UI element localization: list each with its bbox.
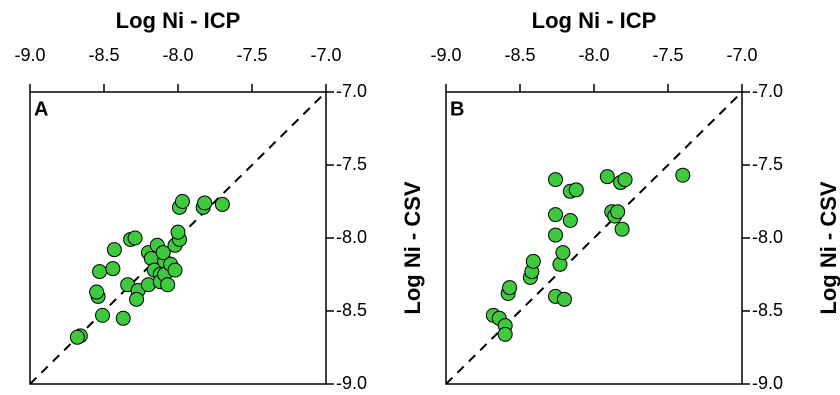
y-tick-label: -8.5 [336,300,367,320]
identity-line [445,91,743,385]
y-tick-label: -8.0 [752,227,783,247]
point [106,242,122,258]
point [548,172,564,188]
point [197,195,213,211]
point [127,230,143,246]
point [214,196,230,212]
x-tick-label: -8.5 [88,45,119,65]
point [95,307,111,323]
panel: -9.0 -8.5 -8.0 -7.5 -7.0 -7.0 -7.5 -8.0 -8.5 -9.0… [430,8,840,393]
point [548,227,564,243]
x-tick-label: -8.5 [504,45,535,65]
point [105,261,121,277]
point [160,277,176,293]
y-tick-label: -7.5 [752,154,783,174]
point [155,245,171,261]
point [129,291,145,307]
point [617,172,633,188]
x-tick-label: -7.0 [310,45,341,65]
panel: -9.0 -8.5 -8.0 -7.5 -7.0 -7.0 -7.5 -8.0 -8.5 -9.0… [14,8,424,393]
point [115,310,131,326]
x-tick-label: -7.5 [652,45,683,65]
point [170,224,186,240]
point [675,167,691,183]
point [614,221,630,237]
y-tick-label: -9.0 [752,373,783,393]
y-tick-label: -8.5 [752,300,783,320]
y-axis-title: Log Ni - CSV [816,181,840,315]
point [89,284,105,300]
panel-label: A [34,98,48,120]
point [92,264,108,280]
y-axis-title: Log Ni - CSV [400,181,425,315]
y-tick-label: -7.0 [752,81,783,101]
point [548,207,564,223]
point [69,329,85,345]
point [599,169,615,185]
y-tick-label: -7.0 [336,81,367,101]
x-tick-label: -8.0 [162,45,193,65]
point [555,245,571,261]
y-tick-label: -7.5 [336,154,367,174]
point [502,280,518,296]
point [174,194,190,209]
panel-label: B [450,98,464,120]
point [167,262,183,278]
point [610,204,626,220]
point [497,326,513,342]
point [525,253,541,269]
x-axis-title: Log Ni - ICP [116,8,241,33]
point [556,291,572,307]
y-tick-label: -8.0 [336,227,367,247]
point [568,182,584,198]
point [562,212,578,228]
x-tick-label: -7.0 [726,45,757,65]
x-tick-label: -9.0 [14,45,45,65]
x-axis-title: Log Ni - ICP [532,8,657,33]
x-tick-label: -9.0 [430,45,461,65]
x-tick-label: -7.5 [236,45,267,65]
y-tick-label: -9.0 [336,373,367,393]
x-tick-label: -8.0 [578,45,609,65]
